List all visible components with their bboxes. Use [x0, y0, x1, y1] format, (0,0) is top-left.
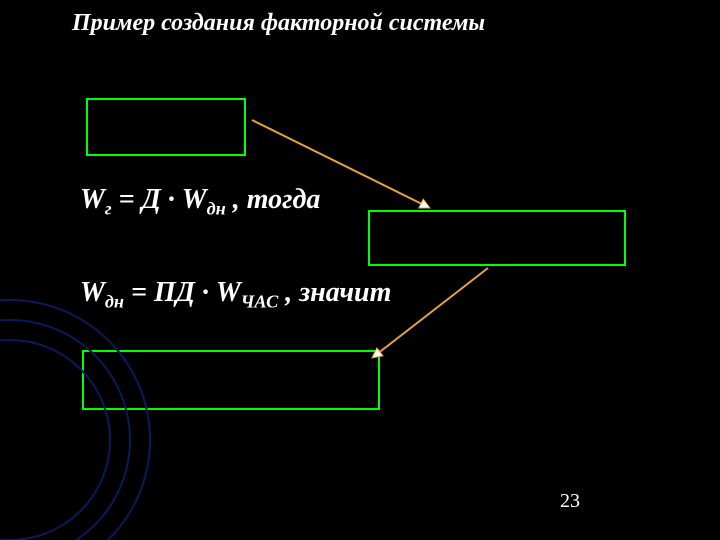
- arrow-2: [377, 268, 488, 354]
- formula-2: Wдн = ПД · WЧАС , значит: [80, 277, 391, 313]
- slide: Пример создания факторной системы Wг = Д…: [0, 0, 720, 540]
- arrows-layer: [0, 0, 720, 540]
- page-number: 23: [560, 490, 580, 513]
- box-top: [86, 98, 246, 156]
- slide-title: Пример создания факторной системы: [72, 10, 485, 37]
- formula-1: Wг = Д · Wдн , тогда: [80, 184, 320, 220]
- box-bottom: [82, 350, 380, 410]
- box-right: [368, 210, 626, 266]
- arrow-1-head: [419, 199, 430, 208]
